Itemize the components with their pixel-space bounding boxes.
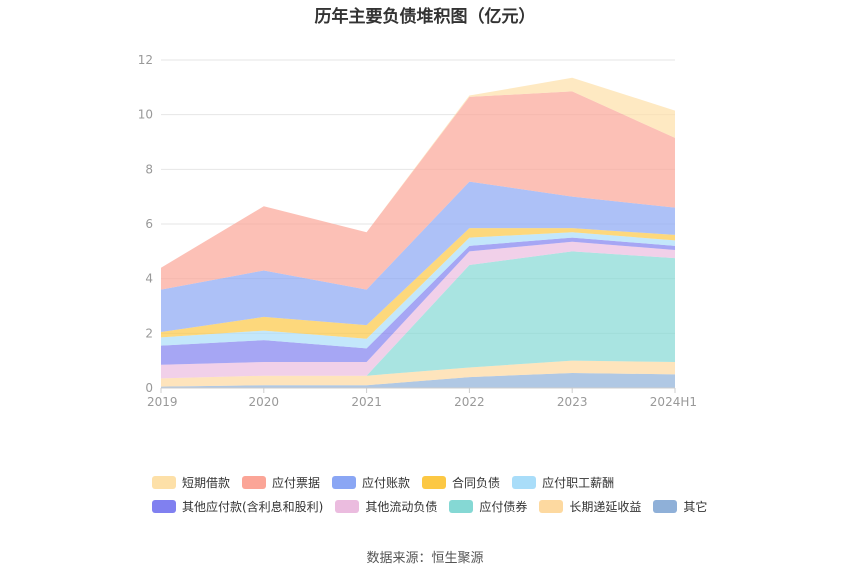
legend-item[interactable]: 其它 xyxy=(653,498,707,515)
area-series xyxy=(161,237,675,365)
legend-swatch xyxy=(152,475,176,489)
area-series xyxy=(161,228,675,339)
legend: 短期借款 应付票据 应付账款 合同负债 应付职工薪酬 其他应付款(含利息和股利) 其他流动… xyxy=(152,470,772,518)
legend-row: 其他应付款(含利息和股利) 其他流动负债 应付债券 长期递延收益 其它 xyxy=(152,494,772,518)
area-series xyxy=(161,232,675,349)
legend-item[interactable]: 应付职工薪酬 xyxy=(512,474,614,491)
area-series xyxy=(161,77,675,268)
legend-swatch xyxy=(653,499,678,513)
legend-item[interactable]: 合同负债 xyxy=(422,474,500,491)
x-tick-label: 2019 xyxy=(147,395,178,409)
legend-swatch xyxy=(242,475,267,489)
area-series xyxy=(161,372,675,388)
legend-item[interactable]: 其他流动负债 xyxy=(335,498,437,515)
chart-title: 历年主要负债堆积图（亿元） xyxy=(314,7,536,27)
source-note: 数据来源：恒生聚源 xyxy=(366,551,484,566)
legend-swatch xyxy=(422,475,447,489)
legend-label: 其他应付款(含利息和股利) xyxy=(182,499,324,514)
y-tick-label: 6 xyxy=(145,217,153,231)
area-series xyxy=(161,241,675,379)
legend-label: 应付账款 xyxy=(362,475,411,490)
x-tick-label: 2024H1 xyxy=(650,395,697,409)
area-series xyxy=(161,360,675,387)
area-series xyxy=(161,251,675,379)
legend-label: 其他流动负债 xyxy=(365,499,438,514)
x-tick-label: 2021 xyxy=(351,395,382,409)
legend-swatch xyxy=(335,499,360,513)
legend-item[interactable]: 其他应付款(含利息和股利) xyxy=(152,498,323,515)
y-tick-label: 4 xyxy=(145,272,153,286)
legend-label: 长期递延收益 xyxy=(569,499,642,514)
y-tick-label: 2 xyxy=(145,326,153,340)
area-series xyxy=(161,181,675,332)
legend-swatch xyxy=(539,499,564,513)
legend-label: 合同负债 xyxy=(452,475,501,490)
legend-label: 其它 xyxy=(683,499,708,514)
legend-label: 应付职工薪酬 xyxy=(542,475,615,490)
legend-swatch xyxy=(152,499,176,513)
y-tick-label: 0 xyxy=(145,381,153,395)
y-tick-label: 10 xyxy=(138,108,153,122)
x-tick-label: 2022 xyxy=(454,395,485,409)
legend-label: 短期借款 xyxy=(182,475,231,490)
area-series xyxy=(161,91,675,290)
x-tick-label: 2023 xyxy=(557,395,588,409)
legend-item[interactable]: 应付债券 xyxy=(449,498,527,515)
x-tick-label: 2020 xyxy=(249,395,280,409)
legend-item[interactable]: 长期递延收益 xyxy=(539,498,641,515)
legend-label: 应付票据 xyxy=(272,475,321,490)
legend-item[interactable]: 应付票据 xyxy=(242,474,320,491)
legend-row: 短期借款 应付票据 应付账款 合同负债 应付职工薪酬 xyxy=(152,470,772,494)
legend-label: 应付债券 xyxy=(479,499,528,514)
y-tick-label: 8 xyxy=(145,162,153,176)
y-tick-label: 12 xyxy=(138,53,153,67)
legend-swatch xyxy=(332,475,357,489)
legend-item[interactable]: 短期借款 xyxy=(152,474,230,491)
legend-swatch xyxy=(512,475,537,489)
legend-item[interactable]: 应付账款 xyxy=(332,474,410,491)
legend-swatch xyxy=(449,499,474,513)
